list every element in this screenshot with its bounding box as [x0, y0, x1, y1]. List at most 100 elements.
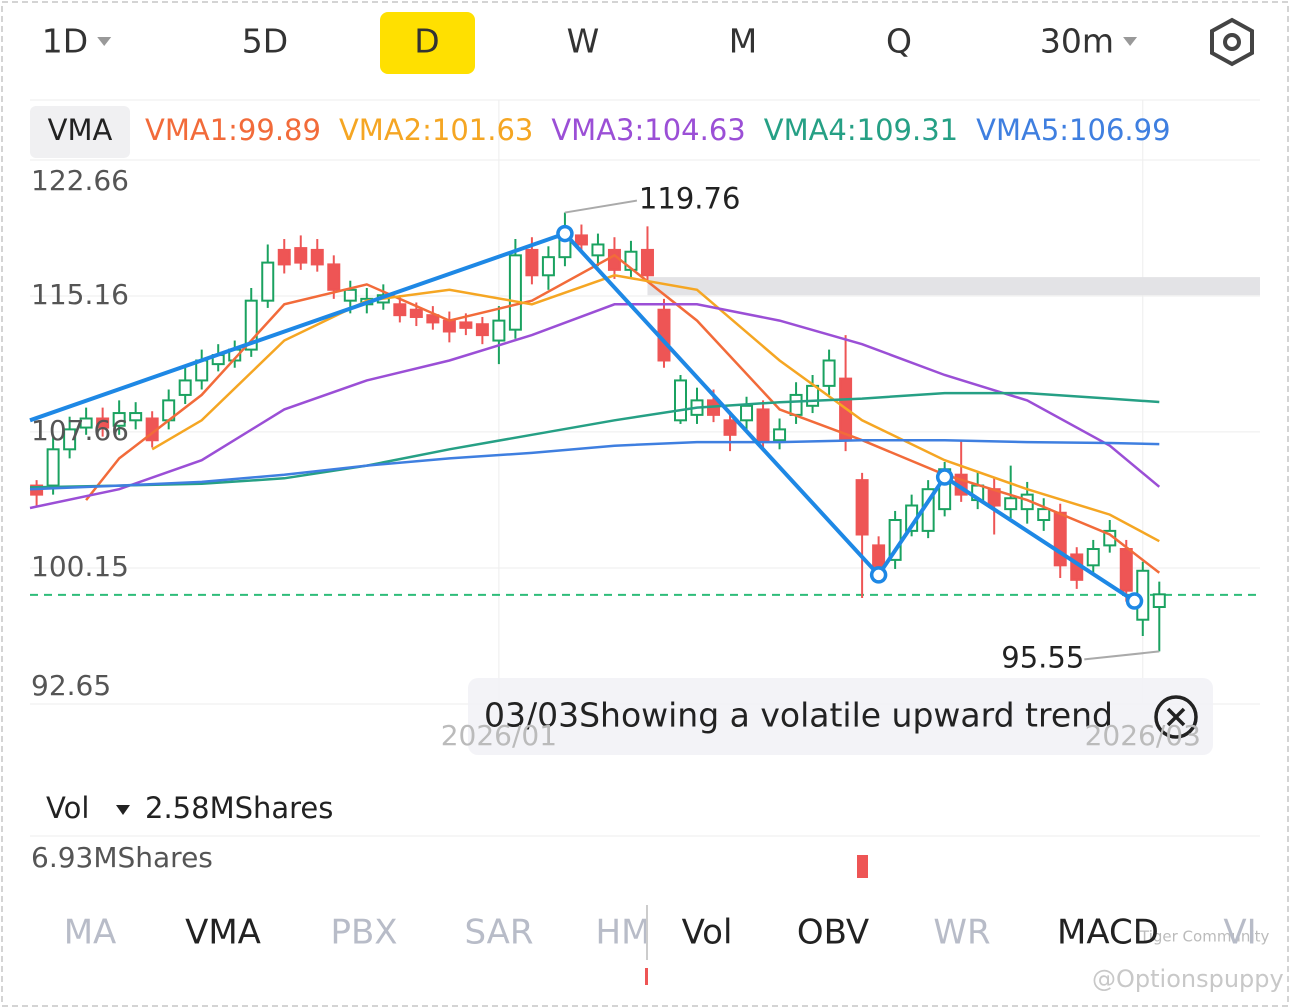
volume-label[interactable]: Vol — [46, 791, 89, 825]
candle-body — [112, 412, 126, 427]
indicator-tab[interactable]: VI — [1223, 913, 1256, 953]
candle-body — [244, 299, 258, 351]
annotation-label: 95.55 — [1001, 640, 1084, 674]
y-tick-label: 122.66 — [31, 164, 129, 197]
y-tick-label: 107.66 — [31, 414, 129, 447]
candle-body — [1152, 593, 1166, 609]
indicator-tab[interactable]: WR — [933, 913, 990, 953]
candle-body — [1037, 508, 1051, 522]
candle-body — [789, 393, 803, 416]
candle-body — [640, 248, 654, 277]
ma-line — [29, 391, 1160, 489]
candle-body — [261, 261, 275, 302]
x-tick-label: 2026/01 — [441, 719, 557, 752]
candle-body — [343, 288, 357, 302]
y-tick-label: 115.16 — [31, 278, 129, 311]
indicator-chip[interactable]: VMA — [48, 113, 113, 147]
annotation-label: 119.76 — [639, 182, 740, 216]
indicator-tab[interactable]: MA — [64, 913, 117, 953]
indicator-tab[interactable]: Vol — [682, 913, 733, 953]
tab-selected-bg — [380, 12, 475, 74]
candle-body — [178, 379, 192, 396]
y-tick-label: 92.65 — [31, 669, 111, 702]
candle-body — [740, 404, 754, 422]
ma-line — [29, 438, 1160, 491]
candle-body — [723, 419, 737, 436]
indicator-chip-bg[interactable] — [30, 106, 130, 158]
candle-body — [327, 263, 341, 291]
candle-body — [129, 412, 143, 422]
candle-body — [773, 428, 787, 442]
dropdown-arrow — [1123, 37, 1138, 46]
candle-body — [475, 323, 489, 337]
candle-body — [310, 248, 324, 266]
ma-line — [151, 274, 1160, 543]
scroll-mark — [645, 968, 648, 985]
candle-body — [294, 247, 308, 264]
candle-body — [591, 243, 605, 257]
volume-value: 2.58MShares — [145, 791, 333, 825]
period-tab[interactable]: W — [567, 22, 600, 61]
indicator-tab[interactable]: HM — [596, 913, 651, 953]
candle-body — [1086, 548, 1100, 567]
price-zone — [647, 277, 1260, 296]
tooltip-close[interactable] — [1154, 695, 1198, 739]
volume-bar — [857, 855, 868, 878]
indicator-tab[interactable]: OBV — [797, 913, 869, 953]
candle-body — [46, 448, 60, 487]
legend-entry: VMA4:109.31 — [764, 113, 958, 147]
trend-point — [556, 224, 574, 243]
indicator-tab[interactable]: VMA — [185, 913, 261, 953]
candle-body — [393, 303, 407, 317]
trend-point — [935, 468, 954, 486]
candle-body — [756, 408, 770, 442]
candle-body — [1053, 511, 1067, 567]
candle-body — [806, 384, 820, 407]
candle-body — [492, 319, 506, 342]
tooltip-text: 03/03Showing a volatile upward trend — [484, 696, 1113, 735]
indicator-tab[interactable]: PBX — [330, 913, 397, 953]
candle-body — [574, 234, 588, 246]
period-tab[interactable]: D — [414, 22, 439, 61]
candle-body — [1119, 548, 1133, 592]
candle-body — [508, 254, 522, 331]
candle-body — [525, 248, 539, 277]
watermark: Tiger Community — [1139, 928, 1269, 946]
period-tab[interactable]: Q — [886, 22, 912, 61]
x-tick-label: 2026/03 — [1085, 719, 1201, 752]
legend-entry: VMA3:104.63 — [551, 113, 745, 147]
legend-entry: VMA1:99.89 — [145, 113, 321, 147]
candle-body — [79, 417, 93, 429]
period-tab[interactable]: M — [729, 22, 757, 61]
ma-line — [85, 253, 1161, 574]
watermark: @Optionspuppy — [1092, 965, 1284, 993]
indicator-tab[interactable]: SAR — [464, 913, 533, 953]
candle-body — [96, 417, 110, 429]
candle-body — [673, 379, 687, 422]
tooltip-bg — [468, 678, 1213, 755]
candle-body — [277, 248, 291, 266]
indicator-tab[interactable]: MACD — [1057, 913, 1159, 953]
period-tab[interactable]: 5D — [242, 22, 288, 61]
candle-body — [409, 308, 423, 318]
candle-body — [63, 428, 77, 451]
volume-max: 6.93MShares — [31, 841, 213, 874]
candle-body — [442, 319, 456, 333]
annotation-leader — [564, 199, 638, 214]
ma-line — [29, 303, 1161, 510]
trend-point — [869, 566, 888, 584]
period-tab[interactable]: 30m — [1040, 22, 1114, 61]
candle-body — [459, 321, 473, 329]
y-tick-label: 100.15 — [31, 550, 129, 583]
volume-dropdown[interactable] — [116, 805, 130, 815]
period-tab[interactable]: 1D — [42, 22, 88, 61]
candle-body — [855, 479, 869, 536]
annotation-leader — [1084, 650, 1160, 661]
legend-entry: VMA5:106.99 — [976, 113, 1170, 147]
candle-body — [541, 256, 555, 277]
settings-icon[interactable] — [1210, 17, 1254, 67]
trend-point — [1125, 592, 1144, 610]
dropdown-arrow — [97, 37, 112, 46]
